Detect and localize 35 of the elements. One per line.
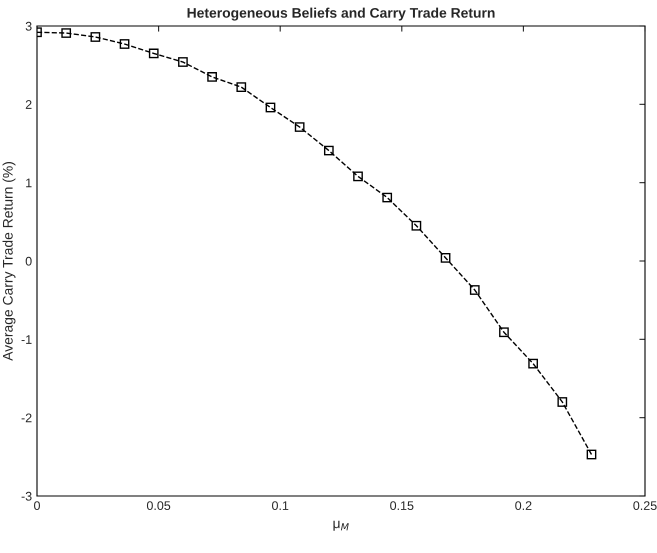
point — [148, 48, 159, 58]
point — [236, 82, 246, 92]
point — [294, 122, 305, 132]
y-tick-label: -2 — [22, 413, 32, 422]
y-tick-label: 3 — [26, 22, 32, 31]
point — [586, 450, 596, 460]
x-tick-label: 0.15 — [390, 501, 414, 510]
y-tick-label: 2 — [26, 100, 32, 109]
y-tick-label: -3 — [22, 492, 32, 501]
point — [266, 102, 276, 112]
point — [324, 146, 334, 156]
point — [499, 327, 509, 338]
point — [528, 358, 538, 368]
point — [120, 39, 130, 49]
point — [61, 28, 72, 38]
point — [353, 172, 363, 182]
x-tick-label: 0.2 — [515, 501, 532, 510]
y-tick-label: 1 — [26, 178, 32, 188]
point — [207, 72, 217, 82]
point — [557, 397, 568, 407]
y-tick-label: -1 — [22, 335, 32, 344]
point — [440, 253, 450, 263]
x-tick-label: 0.1 — [272, 501, 288, 510]
x-axis-title: μ$_{M}$ — [333, 520, 349, 531]
chart-title: Heterogeneous Beliefs and Carry Trade Return — [188, 8, 495, 21]
point — [90, 32, 100, 42]
x-tick-label: 0.25 — [633, 501, 657, 510]
x-tick-label: 0 — [34, 501, 40, 510]
point — [470, 285, 480, 295]
point — [178, 57, 188, 67]
x-tick-label: 0.05 — [146, 501, 170, 510]
y-axis-title: Average Carry Trade Return (%) — [2, 162, 16, 361]
y-tick-label: 0 — [26, 256, 32, 266]
point — [412, 220, 422, 231]
point — [382, 192, 392, 202]
